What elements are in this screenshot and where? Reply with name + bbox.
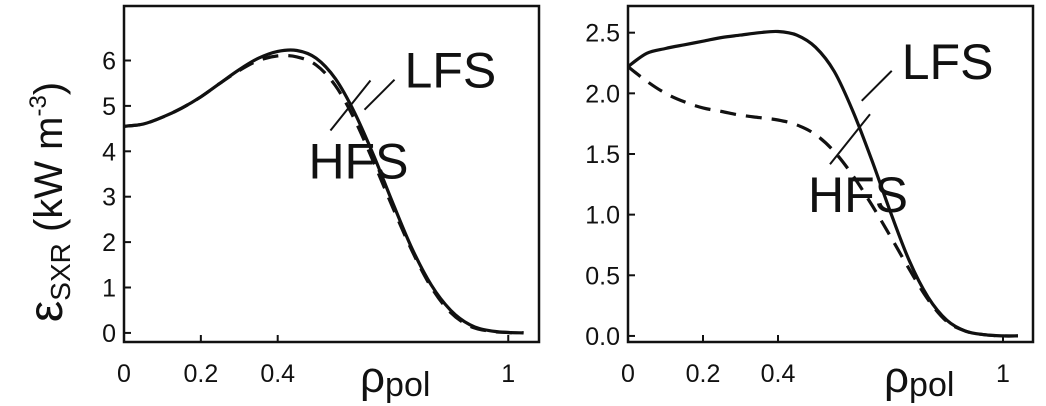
- y-axis-label-subscript: SXR: [45, 243, 76, 301]
- annotation-lfs: LFS: [902, 34, 994, 90]
- x-axis-label-subscript: pol: [909, 366, 954, 404]
- y-tick-label: 1.5: [585, 141, 620, 169]
- x-tick-label: 0.4: [260, 360, 295, 388]
- x-tick-label: 1: [996, 360, 1010, 388]
- x-tick-label: 0.2: [686, 360, 721, 388]
- x-tick-label: 1: [501, 360, 515, 388]
- x-axis-label-symbol: ρ: [360, 353, 385, 402]
- y-axis-ticks: 0 1 2 3 4 5 6: [102, 47, 131, 348]
- y-axis-label: εSXR (kW m-3): [20, 82, 76, 322]
- y-tick-label: 1: [102, 275, 116, 303]
- x-axis-label-subscript: pol: [385, 366, 430, 404]
- x-axis-ticks: 0 0.2 0.4 1: [621, 335, 1010, 388]
- series-line-hfs: [626, 65, 1019, 338]
- x-tick-label: 0: [621, 360, 635, 388]
- series-group: [626, 29, 1019, 338]
- annotation-callout: [329, 79, 372, 132]
- annotation-callout: [861, 70, 893, 102]
- annotations: LFS HFS: [808, 34, 993, 223]
- series-line-hfs: [123, 53, 524, 335]
- annotation-hfs: HFS: [308, 134, 408, 190]
- series-group: [123, 48, 524, 335]
- panel-left: 0 1 2 3 4 5 6 0 0.2 0.4 1 LFS HFS ρpol: [102, 4, 541, 404]
- y-axis-ticks: 0.0 0.5 1.0 1.5 2.0 2.5: [585, 20, 635, 351]
- y-axis-label-unit-sup: -3: [25, 95, 52, 116]
- y-tick-label: 0.0: [585, 323, 620, 351]
- y-tick-label: 2.0: [585, 80, 620, 108]
- x-axis-label: ρpol: [884, 353, 954, 404]
- x-tick-label: 0.4: [761, 360, 796, 388]
- y-tick-label: 1.0: [585, 202, 620, 230]
- y-tick-label: 4: [102, 138, 116, 166]
- y-tick-label: 2: [102, 229, 116, 257]
- y-tick-label: 6: [102, 47, 116, 75]
- annotation-hfs: HFS: [808, 167, 908, 223]
- plot-frame: [122, 4, 541, 344]
- annotation-callout: [363, 79, 396, 111]
- annotation-callout: [829, 113, 871, 165]
- y-tick-label: 3: [102, 184, 116, 212]
- y-tick-label: 2.5: [585, 20, 620, 48]
- x-tick-label: 0: [117, 360, 131, 388]
- y-axis-label-symbol: ε: [20, 301, 73, 322]
- annotation-lfs: LFS: [405, 43, 497, 99]
- y-tick-label: 0: [102, 320, 116, 348]
- y-axis-label-unit-open: (kW m: [27, 117, 71, 244]
- y-tick-label: 5: [102, 93, 116, 121]
- annotations: LFS HFS: [308, 43, 496, 190]
- x-tick-label: 0.2: [183, 360, 218, 388]
- y-tick-label: 0.5: [585, 262, 620, 290]
- plot-frame: [626, 4, 1035, 344]
- x-axis-label-symbol: ρ: [884, 353, 909, 402]
- x-axis-ticks: 0 0.2 0.4 1: [117, 335, 515, 388]
- panel-right: 0.0 0.5 1.0 1.5 2.0 2.5 0 0.2 0.4 1 LFS HFS ρpol: [585, 4, 1035, 404]
- y-axis-label-unit-close: ): [27, 82, 71, 95]
- x-axis-label: ρpol: [360, 353, 430, 404]
